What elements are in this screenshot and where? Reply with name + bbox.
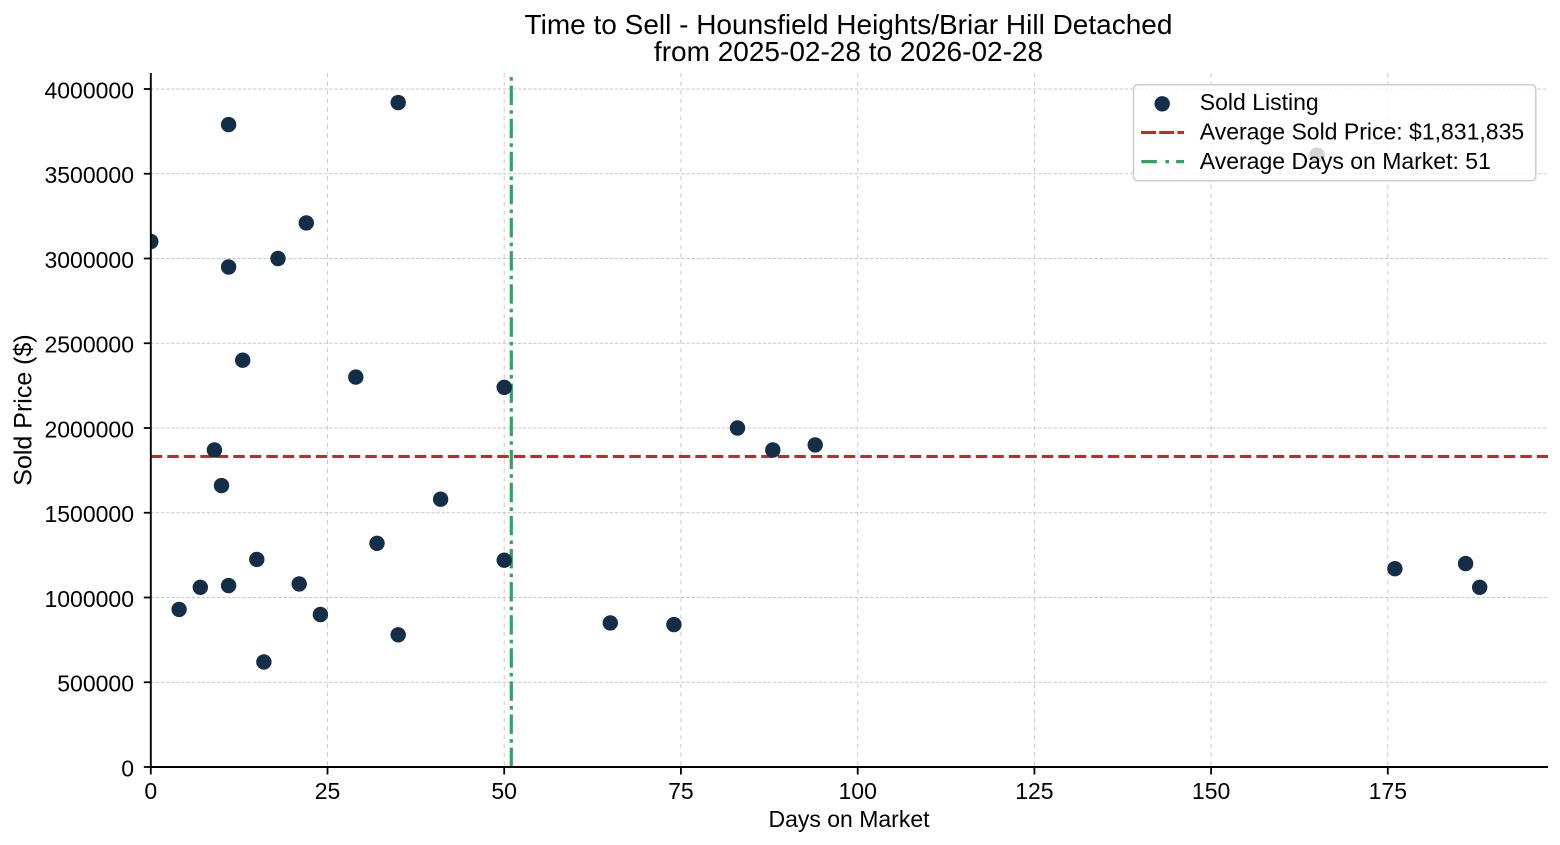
svg-text:25: 25 xyxy=(315,778,341,804)
svg-text:4000000: 4000000 xyxy=(44,77,134,103)
svg-text:Average Sold Price: $1,831,835: Average Sold Price: $1,831,835 xyxy=(1200,119,1524,145)
svg-text:Sold Price ($): Sold Price ($) xyxy=(10,334,38,485)
svg-text:3000000: 3000000 xyxy=(44,247,134,273)
svg-text:Sold Listing: Sold Listing xyxy=(1200,89,1319,115)
svg-text:125: 125 xyxy=(1015,778,1053,804)
svg-text:1000000: 1000000 xyxy=(44,586,134,612)
svg-text:50: 50 xyxy=(491,778,517,804)
svg-text:Average Days on Market: 51: Average Days on Market: 51 xyxy=(1200,148,1491,174)
svg-text:100: 100 xyxy=(839,778,877,804)
svg-text:0: 0 xyxy=(121,755,134,781)
svg-text:Days on Market: Days on Market xyxy=(768,806,930,832)
svg-text:2500000: 2500000 xyxy=(44,332,134,358)
svg-text:2000000: 2000000 xyxy=(44,416,134,442)
svg-text:500000: 500000 xyxy=(57,671,134,697)
svg-text:0: 0 xyxy=(144,778,157,804)
svg-text:from 2025-02-28 to 2026-02-28: from 2025-02-28 to 2026-02-28 xyxy=(654,36,1043,67)
svg-text:3500000: 3500000 xyxy=(44,162,134,188)
svg-text:175: 175 xyxy=(1369,778,1407,804)
svg-text:150: 150 xyxy=(1192,778,1230,804)
svg-text:1500000: 1500000 xyxy=(44,501,134,527)
svg-text:Time to Sell - Hounsfield Heig: Time to Sell - Hounsfield Heights/Briar … xyxy=(525,9,1173,40)
svg-text:75: 75 xyxy=(668,778,694,804)
